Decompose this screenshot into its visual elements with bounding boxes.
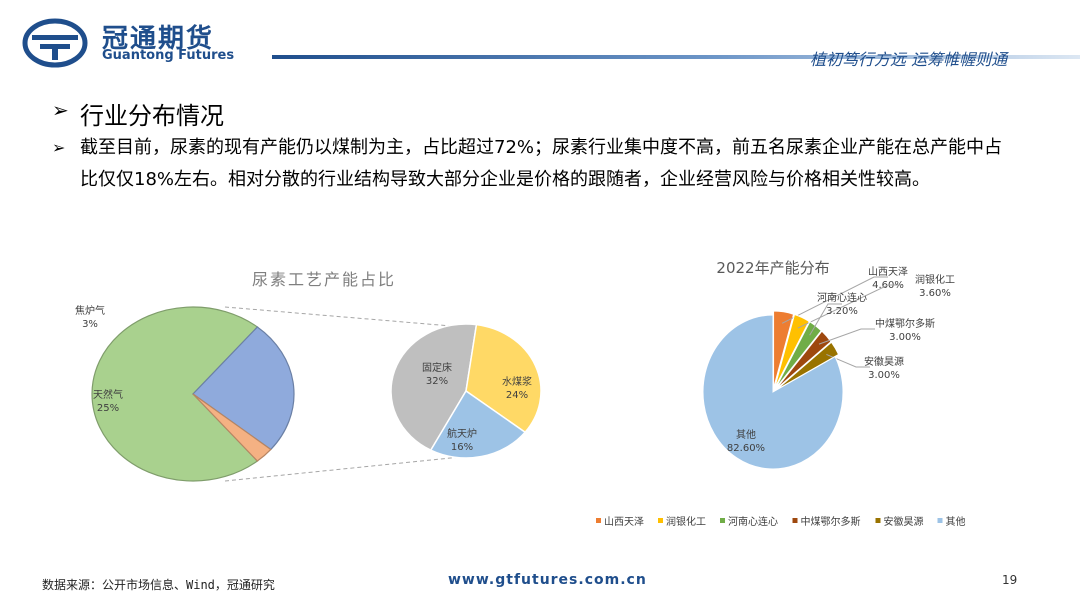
- legend-swatch-5: [937, 518, 943, 523]
- main-pie-label-1: 天然气 25%: [93, 388, 123, 414]
- breakdown-pie: 固定床 32% 水煤浆 24% 航天炉 16%: [390, 323, 542, 459]
- main-pie-label-2: 焦炉气 3%: [75, 304, 105, 330]
- legend-swatch-2: [720, 518, 725, 523]
- main-pie-slice-1: [192, 326, 295, 451]
- distribution-pie-label-0: 山西天泽 4.60%: [868, 266, 908, 291]
- distribution-pie-label-2: 河南心连心 3.20%: [817, 291, 867, 317]
- body-paragraph: 截至目前，尿素的现有产能仍以煤制为主，占比超过72%；尿素行业集中度不高，前五名…: [80, 137, 1003, 190]
- legend-label-0: 山西天泽: [604, 516, 644, 528]
- distribution-leader-line-3: [818, 328, 875, 345]
- distribution-pie-label-1: 润银化工 3.60%: [915, 273, 955, 299]
- distribution-pie-slice-4: [776, 341, 840, 391]
- website-url: www.gtfutures.com.cn: [448, 572, 647, 588]
- pie-connector-bottom: [224, 454, 481, 482]
- distribution-leader-line-1: [797, 284, 902, 329]
- breakdown-pie-slice-2: [429, 389, 527, 459]
- distribution-pie-slice-5: [702, 314, 844, 470]
- breakdown-pie-label-0: 固定床 32%: [422, 361, 452, 387]
- distribution-pie-label-5: 其他 82.60%: [727, 428, 765, 454]
- breakdown-pie-slice-0: [390, 323, 478, 452]
- breakdown-pie-slice-1: [465, 323, 542, 434]
- data-source: 数据来源：公开市场信息、Wind，冠通研究: [42, 578, 275, 592]
- header-divider: [272, 55, 1080, 59]
- page-number: 19: [1002, 573, 1018, 587]
- company-name-en: Guantong Futures: [102, 48, 235, 63]
- chart2-legend: 山西天泽 润银化工 河南心连心 中煤鄂尔多斯 安徽昊源 其他: [596, 515, 966, 528]
- breakdown-pie-label-1: 水煤浆 24%: [502, 375, 532, 401]
- legend-label-1: 润银化工: [666, 515, 706, 528]
- company-name-cn: 冠通期货: [102, 24, 215, 54]
- bullet-arrow-icon: ➢: [52, 138, 66, 157]
- distribution-pie-label-4: 安徽昊源 3.00%: [864, 355, 904, 381]
- chart2-title: 2022年产能分布: [716, 259, 829, 277]
- distribution-pie: 山西天泽 4.60% 润银化工 3.60% 河南心连心 3.20% 中煤鄂尔多斯 3.00% 安…: [702, 266, 955, 470]
- legend-swatch-0: [596, 518, 601, 523]
- distribution-pie-slice-0: [773, 310, 795, 389]
- company-logo: [22, 18, 88, 68]
- main-pie-slice-2: [192, 393, 272, 462]
- legend-label-3: 中煤鄂尔多斯: [801, 515, 861, 528]
- distribution-pie-slice-1: [774, 313, 810, 389]
- legend-label-5: 其他: [946, 515, 966, 528]
- section-arrow-icon: ➢: [52, 98, 69, 122]
- section-title: 行业分布情况: [80, 102, 224, 130]
- distribution-pie-slice-3: [775, 330, 832, 390]
- legend-swatch-3: [792, 518, 798, 523]
- main-pie-slice-0: [91, 306, 259, 482]
- distribution-pie-label-3: 中煤鄂尔多斯 3.00%: [875, 317, 935, 343]
- legend-label-2: 河南心连心: [728, 515, 778, 528]
- legend-label-4: 安徽昊源: [884, 515, 924, 528]
- breakdown-pie-label-2: 航天炉 16%: [447, 427, 477, 453]
- legend-swatch-4: [875, 518, 881, 523]
- distribution-leader-line-2: [809, 303, 842, 336]
- legend-swatch-1: [658, 518, 663, 523]
- distribution-leader-line-0: [781, 276, 888, 324]
- chart1-title: 尿素工艺产能占比: [252, 270, 396, 289]
- capacity-distribution-chart: 2022年产能分布 山西天泽 4.60% 润银化工 3.60% 河南心连心 3.20% 中煤…: [596, 259, 966, 528]
- company-slogan: 植初笃行方远 运筹帷幄则通: [810, 50, 1008, 69]
- pie-connector-top: [224, 306, 488, 330]
